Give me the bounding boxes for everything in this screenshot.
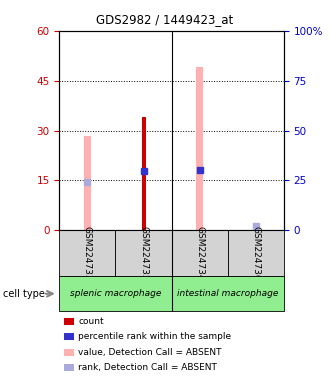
Text: percentile rank within the sample: percentile rank within the sample <box>79 332 232 341</box>
Bar <box>142 117 146 230</box>
Text: GDS2982 / 1449423_at: GDS2982 / 1449423_at <box>96 13 234 26</box>
Bar <box>84 136 91 230</box>
Bar <box>64 349 74 356</box>
Bar <box>59 230 116 276</box>
Bar <box>115 230 172 276</box>
Text: GSM224734: GSM224734 <box>195 226 204 281</box>
Text: splenic macrophage: splenic macrophage <box>70 289 161 298</box>
Bar <box>172 230 228 276</box>
Text: cell type: cell type <box>3 289 45 299</box>
Bar <box>64 364 74 371</box>
Text: GSM224735: GSM224735 <box>139 226 148 281</box>
Bar <box>64 318 74 324</box>
Text: count: count <box>79 316 104 326</box>
Bar <box>228 230 284 276</box>
Bar <box>196 67 203 230</box>
Bar <box>59 276 172 311</box>
Text: GSM224736: GSM224736 <box>251 226 260 281</box>
Bar <box>172 276 284 311</box>
Bar <box>64 333 74 340</box>
Text: value, Detection Call = ABSENT: value, Detection Call = ABSENT <box>79 348 222 357</box>
Text: rank, Detection Call = ABSENT: rank, Detection Call = ABSENT <box>79 363 217 372</box>
Text: intestinal macrophage: intestinal macrophage <box>177 289 279 298</box>
Text: GSM224733: GSM224733 <box>83 226 92 281</box>
